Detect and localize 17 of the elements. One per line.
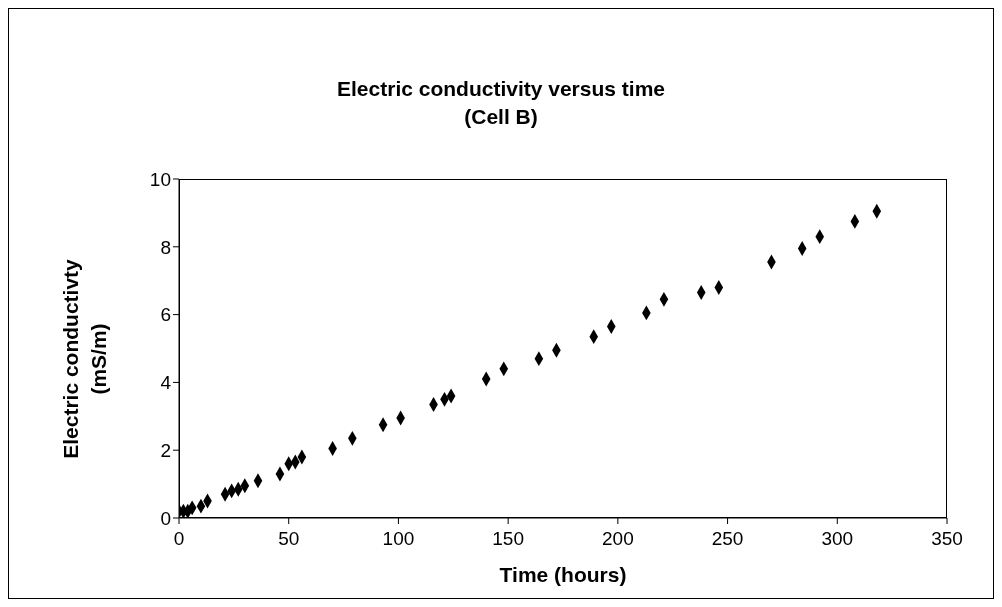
x-tick-label: 350 [931, 528, 963, 550]
x-axis-title: Time (hours) [499, 563, 627, 586]
y-axis-title: Electric conductivty (mS/m) [59, 258, 110, 459]
x-tick-label: 150 [492, 528, 524, 550]
x-tick-label: 250 [711, 528, 744, 550]
y-tick-label: 4 [160, 372, 172, 394]
y-tick-label: 6 [160, 304, 171, 326]
y-tick-label: 10 [149, 168, 171, 190]
y-tick-label: 2 [160, 439, 171, 461]
chart-title: Electric conductivity versus time [336, 76, 666, 102]
x-tick-label: 300 [821, 528, 854, 550]
y-tick-label: 8 [160, 236, 171, 258]
x-tick-label: 50 [278, 528, 300, 550]
x-tick-label: 200 [602, 528, 634, 550]
y-tick-label: 0 [160, 507, 171, 529]
x-tick-label: 100 [382, 528, 415, 550]
chart-subtitle: (Cell B) [463, 104, 539, 130]
